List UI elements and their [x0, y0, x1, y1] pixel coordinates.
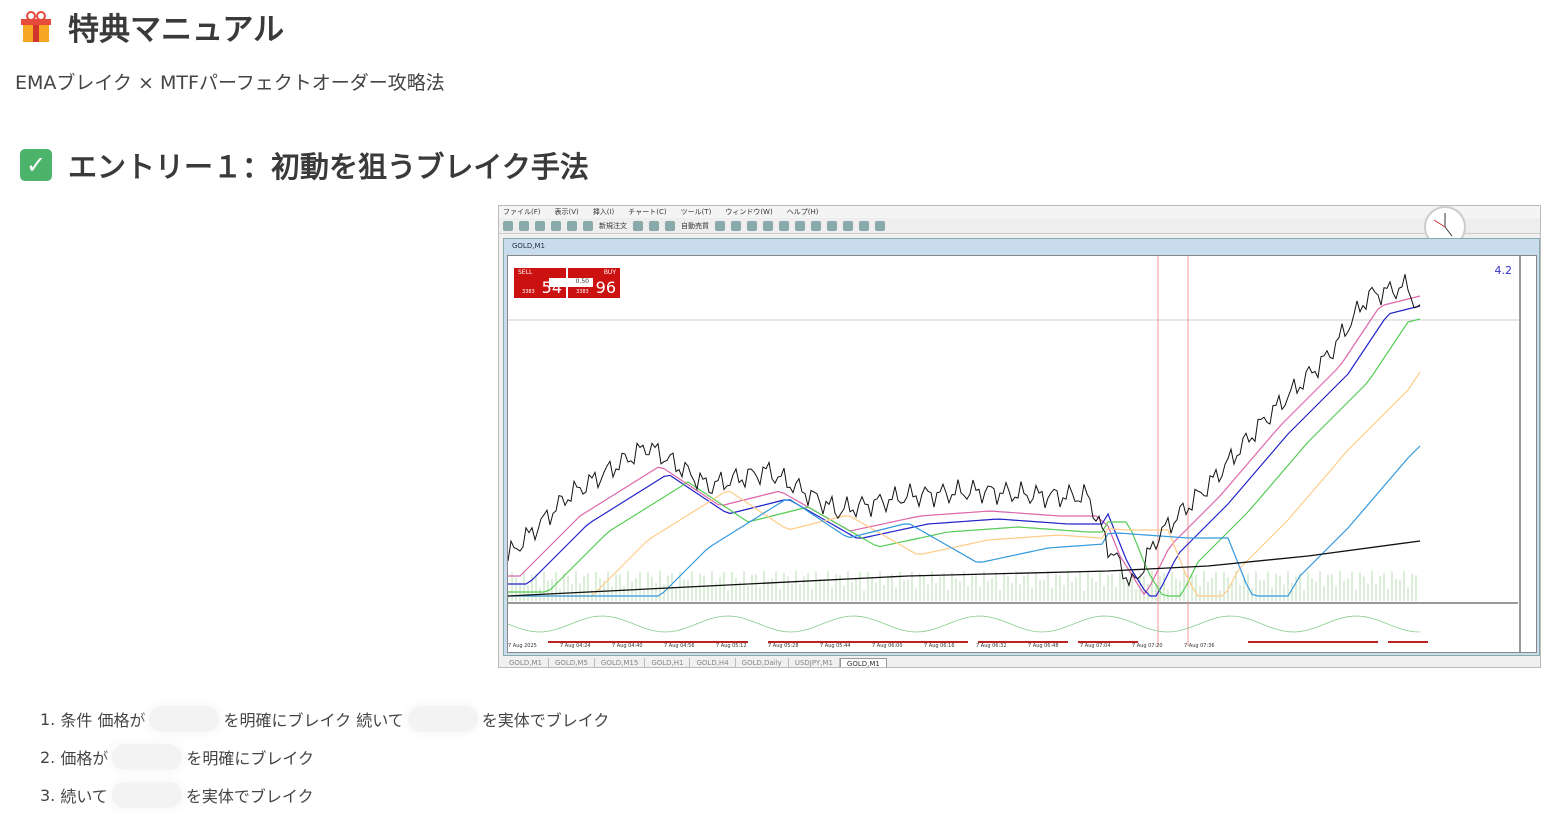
- corner-value: 4.2: [1494, 264, 1513, 277]
- moving-average-line: [508, 371, 1421, 597]
- chart-tab: GOLD,M1: [839, 658, 887, 667]
- session-bar: [548, 641, 748, 643]
- price-chart-plot: [507, 256, 1521, 652]
- time-label: 7 Aug 05:44: [820, 643, 851, 649]
- list-item: 1. 条件 価格が を明確にブレイク 続いて を実体でブレイク: [40, 700, 609, 738]
- chart-tab: GOLD,Daily: [736, 658, 789, 667]
- redaction-blur: [149, 706, 220, 732]
- menu-chart: チャート(C): [628, 208, 667, 216]
- menu-help: ヘルプ(H): [786, 208, 819, 216]
- time-label: 7 Aug 04:24: [560, 643, 591, 649]
- time-label: 7 Aug 07:20: [1132, 643, 1163, 649]
- time-label: 7 Aug 06:00: [872, 643, 903, 649]
- auto-trade-button: 自動売買: [681, 221, 709, 230]
- one-click-trading-panel: SELL 3383 54 BUY 3383 96 0.50: [514, 266, 622, 298]
- list-item: 2. 価格が を明確にブレイク: [40, 738, 609, 776]
- chart-tab: GOLD,M5: [549, 658, 595, 667]
- chart-window-title: GOLD,M1: [512, 242, 545, 250]
- chart-tab: GOLD,M1: [503, 658, 549, 667]
- redaction-blur: [111, 782, 182, 808]
- menu-window: ウィンドウ(W): [725, 208, 773, 216]
- time-label: 7 Aug 2025: [508, 643, 537, 649]
- chart-tab: GOLD,H1: [645, 658, 691, 667]
- moving-average-line: [508, 445, 1421, 597]
- time-label: 7 Aug 06:16: [924, 643, 955, 649]
- chart-tab: GOLD,M15: [595, 658, 646, 667]
- time-label: 7 Aug 05:28: [768, 643, 799, 649]
- menu-tools: ツール(T): [680, 208, 712, 216]
- time-label: 7 Aug 07:04: [1080, 643, 1111, 649]
- new-order-button: 新規注文: [599, 221, 627, 230]
- moving-average-line: [508, 318, 1421, 597]
- list-item: 3. 続いて を実体でブレイク: [40, 776, 609, 814]
- lot-size: 0.50: [549, 278, 593, 287]
- subtitle: EMAブレイク × MTFパーフェクトオーダー攻略法: [15, 72, 445, 94]
- time-label: 7 Aug 04:40: [612, 643, 643, 649]
- chart-window: GOLD,M1 SELL 3383 54 BUY 3383 96 0.50 4.2 7 …: [503, 238, 1540, 656]
- page-title: 特典マニュアル: [20, 4, 284, 49]
- redaction-blur: [407, 706, 478, 732]
- time-label: 7 Aug 07:36: [1184, 643, 1215, 649]
- oscillator-line: [507, 615, 1421, 633]
- time-label: 7 Aug 06:32: [976, 643, 1007, 649]
- menu-insert: 挿入(I): [592, 208, 615, 216]
- time-label: 7 Aug 06:48: [1028, 643, 1059, 649]
- mt4-chart-screenshot: ファイル(F) 表示(V) 挿入(I) チャート(C) ツール(T) ウィンドウ…: [498, 205, 1541, 668]
- price-chart: SELL 3383 54 BUY 3383 96 0.50 4.2 7 Aug 2025…: [507, 255, 1537, 653]
- price-line-candles: [507, 274, 1421, 588]
- check-mark-icon: ✓: [20, 149, 52, 181]
- menu-view: 表示(V): [554, 208, 579, 216]
- menu-file: ファイル(F): [503, 208, 541, 216]
- section-title: エントリー１：初動を狙うブレイク手法: [68, 150, 589, 184]
- long-ma-line: [507, 540, 1421, 597]
- section-heading: ✓ エントリー１：初動を狙うブレイク手法: [20, 144, 589, 186]
- gift-icon: [20, 10, 52, 43]
- session-bar: [978, 641, 1068, 643]
- time-axis: 7 Aug 2025 7 Aug 04:24 7 Aug 04:40 7 Aug 04…: [508, 643, 1518, 649]
- session-bar: [768, 641, 968, 643]
- title-text: 特典マニュアル: [68, 12, 285, 48]
- toolbar: 新規注文 自動売買: [499, 218, 1540, 234]
- chart-tabs: GOLD,M1 GOLD,M5 GOLD,M15 GOLD,H1 GOLD,H4 GOLD…: [503, 658, 887, 667]
- chart-tab: GOLD,H4: [690, 658, 736, 667]
- moving-average-line: [508, 295, 1421, 596]
- chart-tab: USDJPY,M1: [789, 658, 840, 667]
- menu-bar: ファイル(F) 表示(V) 挿入(I) チャート(C) ツール(T) ウィンドウ…: [499, 206, 1540, 218]
- session-bar: [1248, 641, 1378, 643]
- redaction-blur: [112, 744, 183, 770]
- time-label: 7 Aug 05:12: [716, 643, 747, 649]
- steps-list: 1. 条件 価格が を明確にブレイク 続いて を実体でブレイク 2. 価格が を明確に…: [40, 700, 609, 814]
- moving-average-line: [508, 305, 1421, 597]
- session-bar: [1388, 641, 1428, 643]
- time-label: 7 Aug 04:56: [664, 643, 695, 649]
- session-bar: [1078, 641, 1138, 643]
